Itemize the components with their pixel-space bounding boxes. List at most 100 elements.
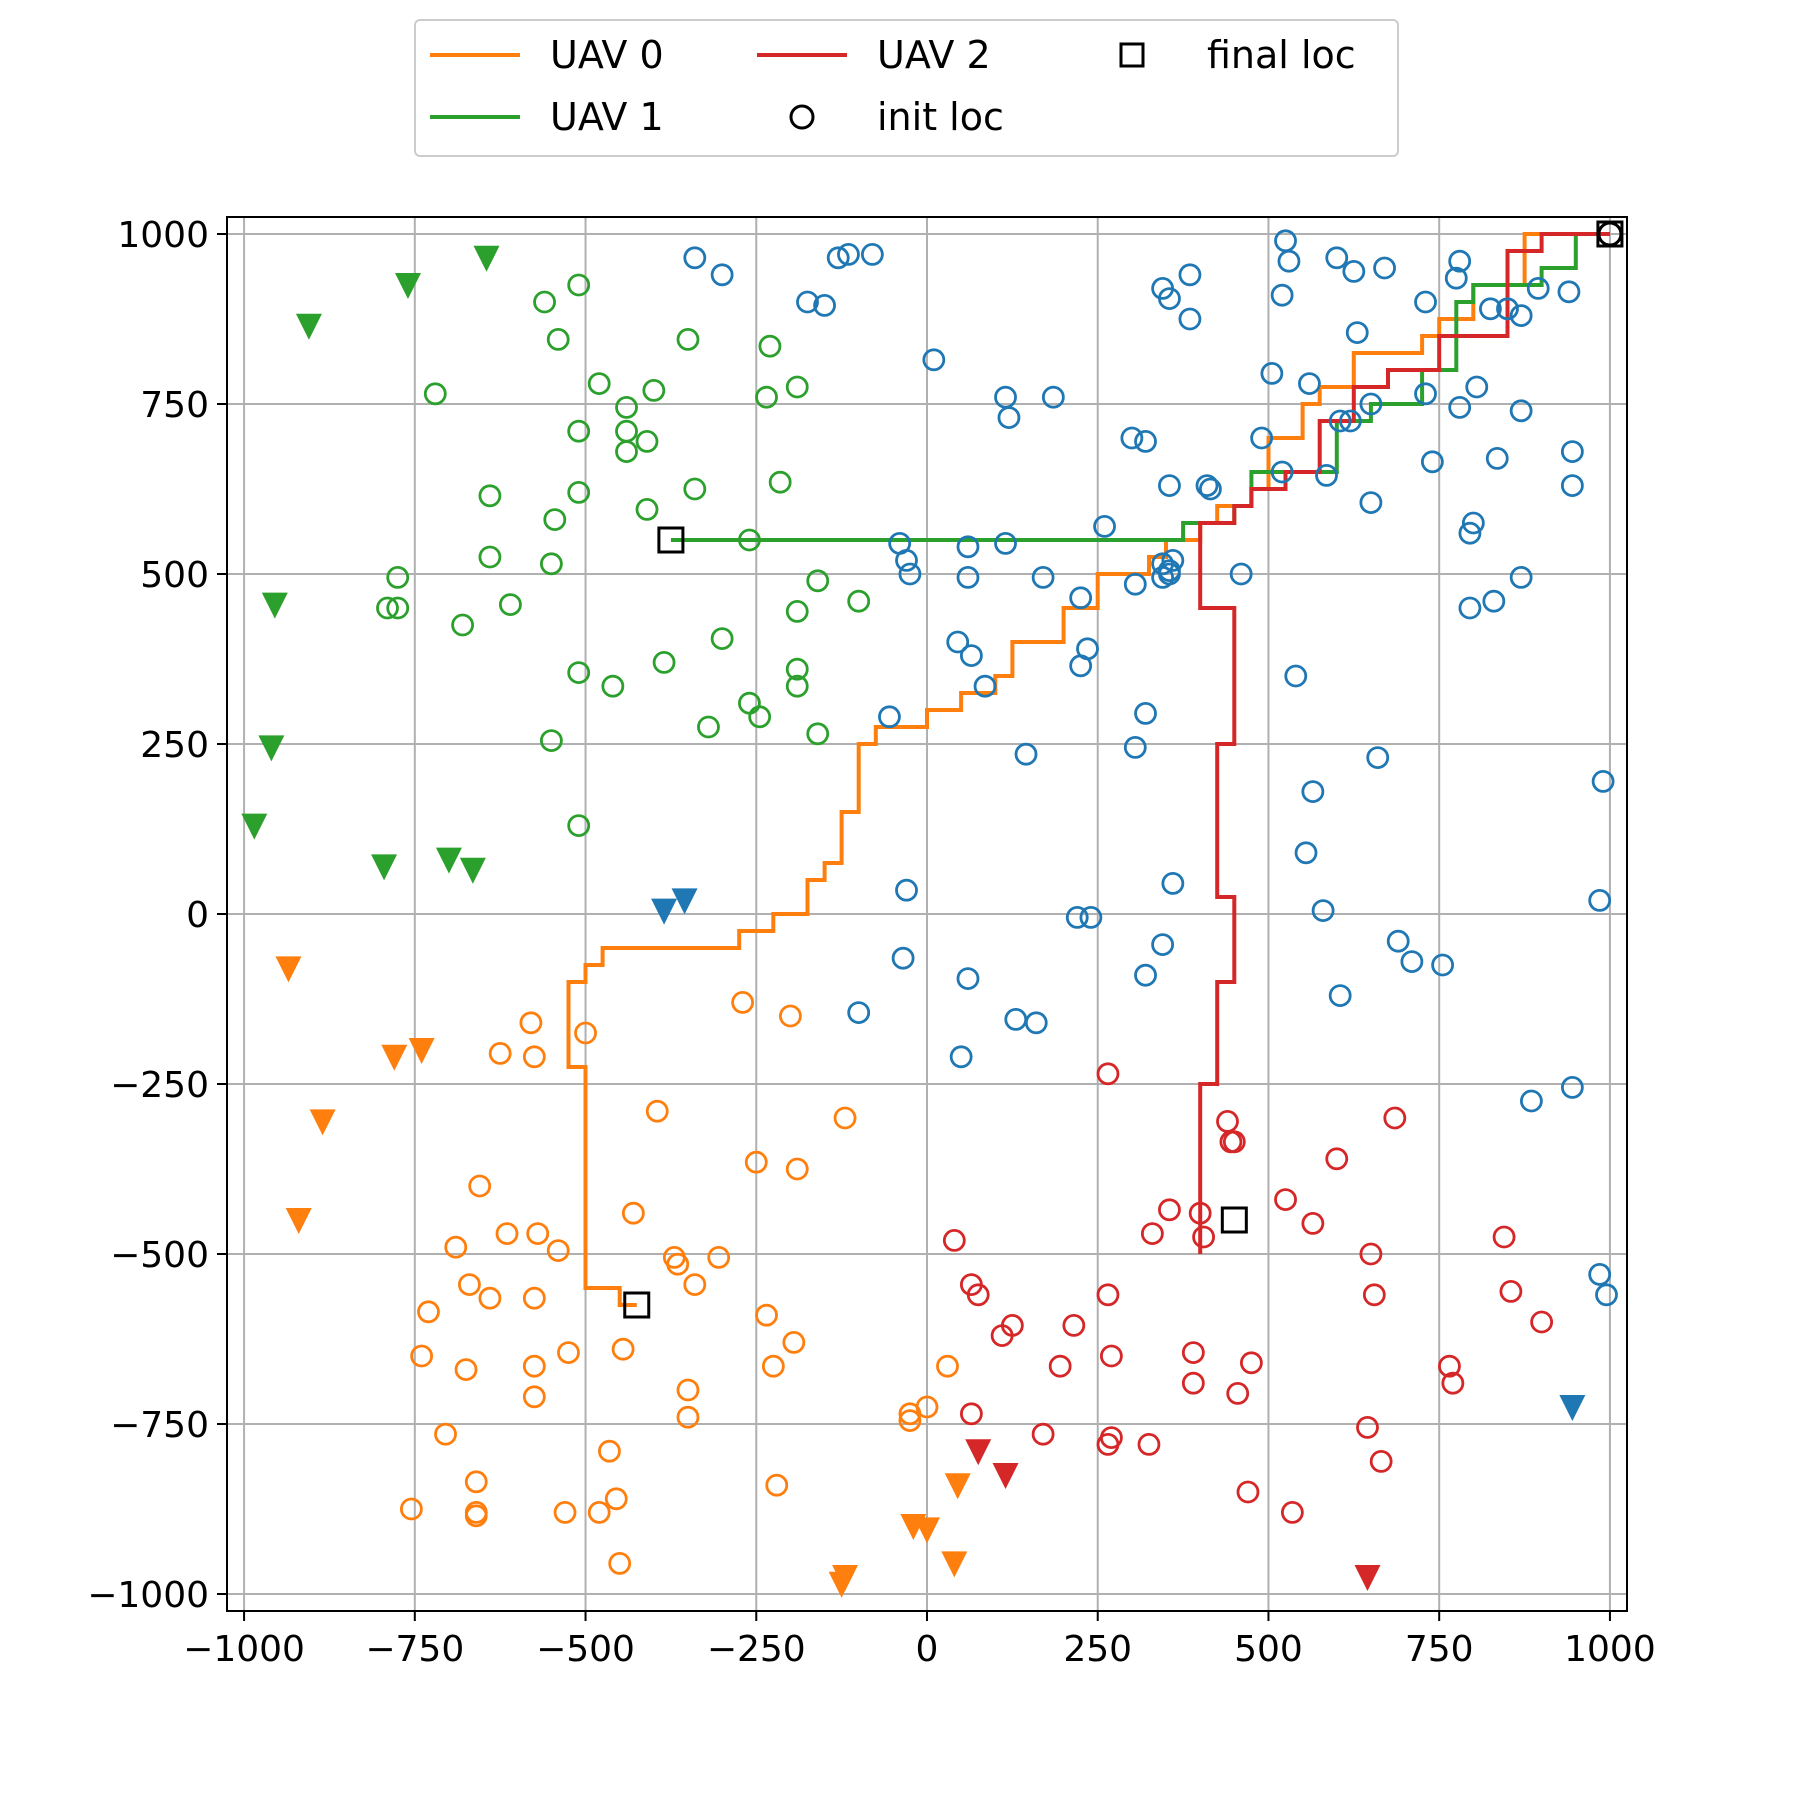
triangle-marker — [651, 898, 678, 925]
target-circle-marker — [1414, 290, 1437, 314]
target-circle-marker — [1270, 460, 1294, 484]
target-circle-marker — [1048, 1354, 1072, 1378]
target-circle-marker — [1294, 841, 1318, 865]
target-circle-marker — [765, 1473, 789, 1497]
target-circle-marker — [956, 535, 980, 559]
target-circle-marker — [1526, 276, 1550, 300]
triangle-marker — [295, 313, 322, 340]
target-circle-marker — [761, 1354, 785, 1378]
target-circle-marker — [1079, 906, 1103, 929]
target-circle-marker — [1041, 385, 1065, 409]
target-circle-marker — [785, 375, 809, 399]
target-circle-marker — [785, 1157, 809, 1181]
final-loc-marker — [623, 1291, 651, 1319]
triangle-marker — [394, 273, 421, 299]
target-circle-marker — [1509, 566, 1533, 589]
target-circle-marker — [755, 385, 778, 409]
legend-uav-1-label: UAV 1 — [550, 95, 664, 139]
target-circle-marker — [386, 596, 410, 620]
init-loc-marker — [1597, 221, 1623, 247]
x-tick-label: 750 — [1405, 1629, 1474, 1670]
target-circle-marker — [1239, 1351, 1263, 1375]
target-circle-marker — [898, 1402, 922, 1426]
target-circle-marker — [615, 395, 638, 419]
target-circle-marker — [635, 497, 659, 521]
target-circle-marker — [1369, 1450, 1393, 1473]
target-circle-marker — [464, 1504, 488, 1528]
triangle-marker — [258, 735, 285, 762]
legend-final-loc-label: final loc — [1207, 33, 1356, 77]
target-circle-marker — [1431, 953, 1455, 977]
target-circle-marker — [598, 1439, 621, 1463]
target-circle-marker — [1181, 1341, 1205, 1364]
triangle-marker — [285, 1208, 312, 1234]
legend-uav-2-label: UAV 2 — [877, 33, 991, 77]
target-circle-marker — [567, 480, 591, 504]
y-tick-label: 750 — [140, 385, 209, 426]
target-circle-marker — [676, 327, 700, 351]
triangle-marker — [1354, 1565, 1381, 1591]
target-circle-marker — [683, 246, 707, 270]
x-tick-label: −500 — [536, 1629, 635, 1670]
target-circle-marker — [1383, 1106, 1407, 1130]
uav-2-path — [1198, 232, 1610, 1254]
target-circle-marker — [847, 1001, 871, 1024]
target-circle-marker — [1311, 899, 1335, 922]
triangle-marker — [408, 1038, 435, 1064]
target-circle-marker — [1519, 1089, 1543, 1113]
target-circle-marker — [758, 334, 782, 358]
target-circle-marker — [1199, 477, 1222, 501]
target-circle-marker — [1482, 589, 1506, 613]
target-circle-marker — [898, 562, 922, 586]
target-circle-marker — [956, 566, 980, 589]
target-circle-marker — [386, 566, 410, 589]
target-circle-marker — [1236, 1480, 1260, 1504]
target-circle-marker — [806, 569, 830, 593]
target-circle-marker — [1373, 256, 1396, 280]
target-circle-marker — [1560, 474, 1584, 498]
target-circle-marker — [1151, 566, 1175, 589]
triangle-marker — [473, 245, 500, 272]
target-circle-marker — [1099, 1344, 1123, 1368]
target-circle-marker — [1359, 491, 1383, 515]
target-circle-marker — [949, 1045, 973, 1069]
target-circle-marker — [546, 327, 570, 351]
target-circle-marker — [878, 705, 901, 729]
target-circle-marker — [567, 814, 591, 837]
target-circle-marker — [738, 528, 761, 552]
target-circle-marker — [837, 242, 860, 266]
target-circle-marker — [1414, 382, 1437, 406]
target-circle-marker — [895, 878, 918, 902]
target-circle-marker — [860, 242, 884, 266]
target-circle-marker — [399, 1497, 423, 1521]
target-circle-marker — [779, 1004, 802, 1028]
y-tick-label: −250 — [110, 1065, 209, 1106]
target-circle-marker — [922, 348, 946, 372]
target-circle-marker — [423, 382, 447, 406]
triangle-marker — [1559, 1395, 1586, 1421]
target-circle-marker — [557, 1341, 580, 1364]
target-circle-marker — [785, 674, 809, 698]
target-circle-marker — [567, 661, 591, 684]
target-circle-marker — [621, 1201, 645, 1225]
target-circle-marker — [410, 1344, 434, 1368]
target-circle-marker — [1465, 375, 1489, 399]
target-circle-marker — [543, 508, 567, 531]
target-circle-marker — [1509, 399, 1533, 423]
target-circle-marker — [1496, 297, 1519, 321]
x-tick-label: −250 — [707, 1629, 806, 1670]
triangle-marker — [459, 857, 486, 884]
target-circle-marker — [847, 589, 871, 613]
target-circle-marker — [956, 967, 980, 990]
target-circle-marker — [1123, 736, 1147, 759]
target-circle-marker — [478, 1286, 502, 1310]
target-circle-marker — [826, 246, 850, 270]
target-circle-marker — [710, 627, 734, 650]
target-circle-marker — [1065, 906, 1089, 929]
target-circle-marker — [645, 1099, 669, 1123]
target-circle-marker — [1448, 249, 1472, 273]
target-circle-marker — [1400, 950, 1424, 973]
target-circle-marker — [1096, 1433, 1120, 1456]
target-circle-marker — [1591, 770, 1615, 793]
